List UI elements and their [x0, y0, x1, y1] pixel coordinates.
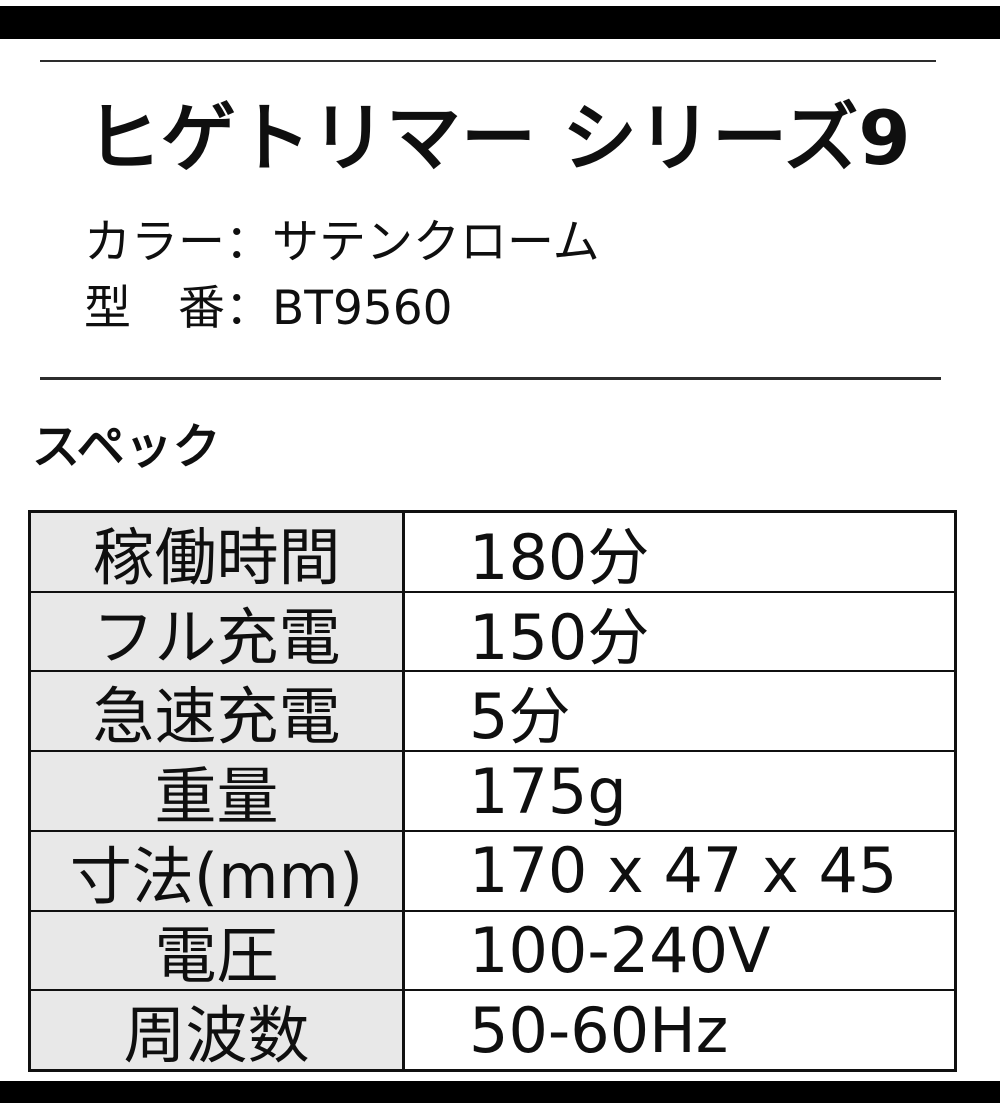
table-row-dimensions: 寸法(mm) 170 x 47 x 45 [31, 831, 954, 913]
table-row-weight: 重量 175g [31, 752, 954, 833]
spec-label-cell: 寸法(mm) [31, 831, 405, 913]
spec-label-cell: 電圧 [31, 911, 405, 992]
spec-section-heading: スペック [32, 419, 221, 475]
spec-label-cell: 周波数 [31, 991, 405, 1072]
top-black-bar [0, 6, 1000, 39]
divider-line-middle [40, 377, 941, 380]
spec-value-cell: 180分 [405, 513, 954, 594]
divider-line-top [40, 60, 936, 62]
spec-value-cell: 150分 [405, 592, 954, 674]
table-row-quick-charge: 急速充電 5分 [31, 672, 954, 753]
spec-value-cell: 170 x 47 x 45 [405, 831, 954, 910]
spec-value-cell: 50-60Hz [405, 991, 954, 1070]
spec-label-cell: 急速充電 [31, 672, 405, 753]
table-row-full-charge: フル充電 150分 [31, 592, 954, 674]
spec-label-cell: 重量 [31, 752, 405, 833]
spec-table: 稼働時間 180分 フル充電 150分 急速充電 5分 重量 175g 寸法(m… [28, 510, 957, 1072]
product-color-line: カラー：サテンクローム [84, 215, 600, 270]
spec-label-cell: フル充電 [31, 592, 405, 674]
spec-label-cell: 稼働時間 [31, 513, 405, 594]
spec-value-cell: 100-240V [405, 911, 954, 990]
product-subtitle: カラー：サテンクローム 型 番：BT9560 [84, 210, 600, 342]
table-row-frequency: 周波数 50-60Hz [31, 991, 954, 1072]
table-row-voltage: 電圧 100-240V [31, 911, 954, 992]
table-row-operating-time: 稼働時間 180分 [31, 513, 954, 594]
product-model-line: 型 番：BT9560 [84, 281, 453, 336]
bottom-black-bar [0, 1081, 1000, 1103]
product-title: ヒゲトリマー シリーズ9 [86, 94, 911, 182]
spec-value-cell: 175g [405, 752, 954, 830]
spec-value-cell: 5分 [405, 672, 954, 753]
